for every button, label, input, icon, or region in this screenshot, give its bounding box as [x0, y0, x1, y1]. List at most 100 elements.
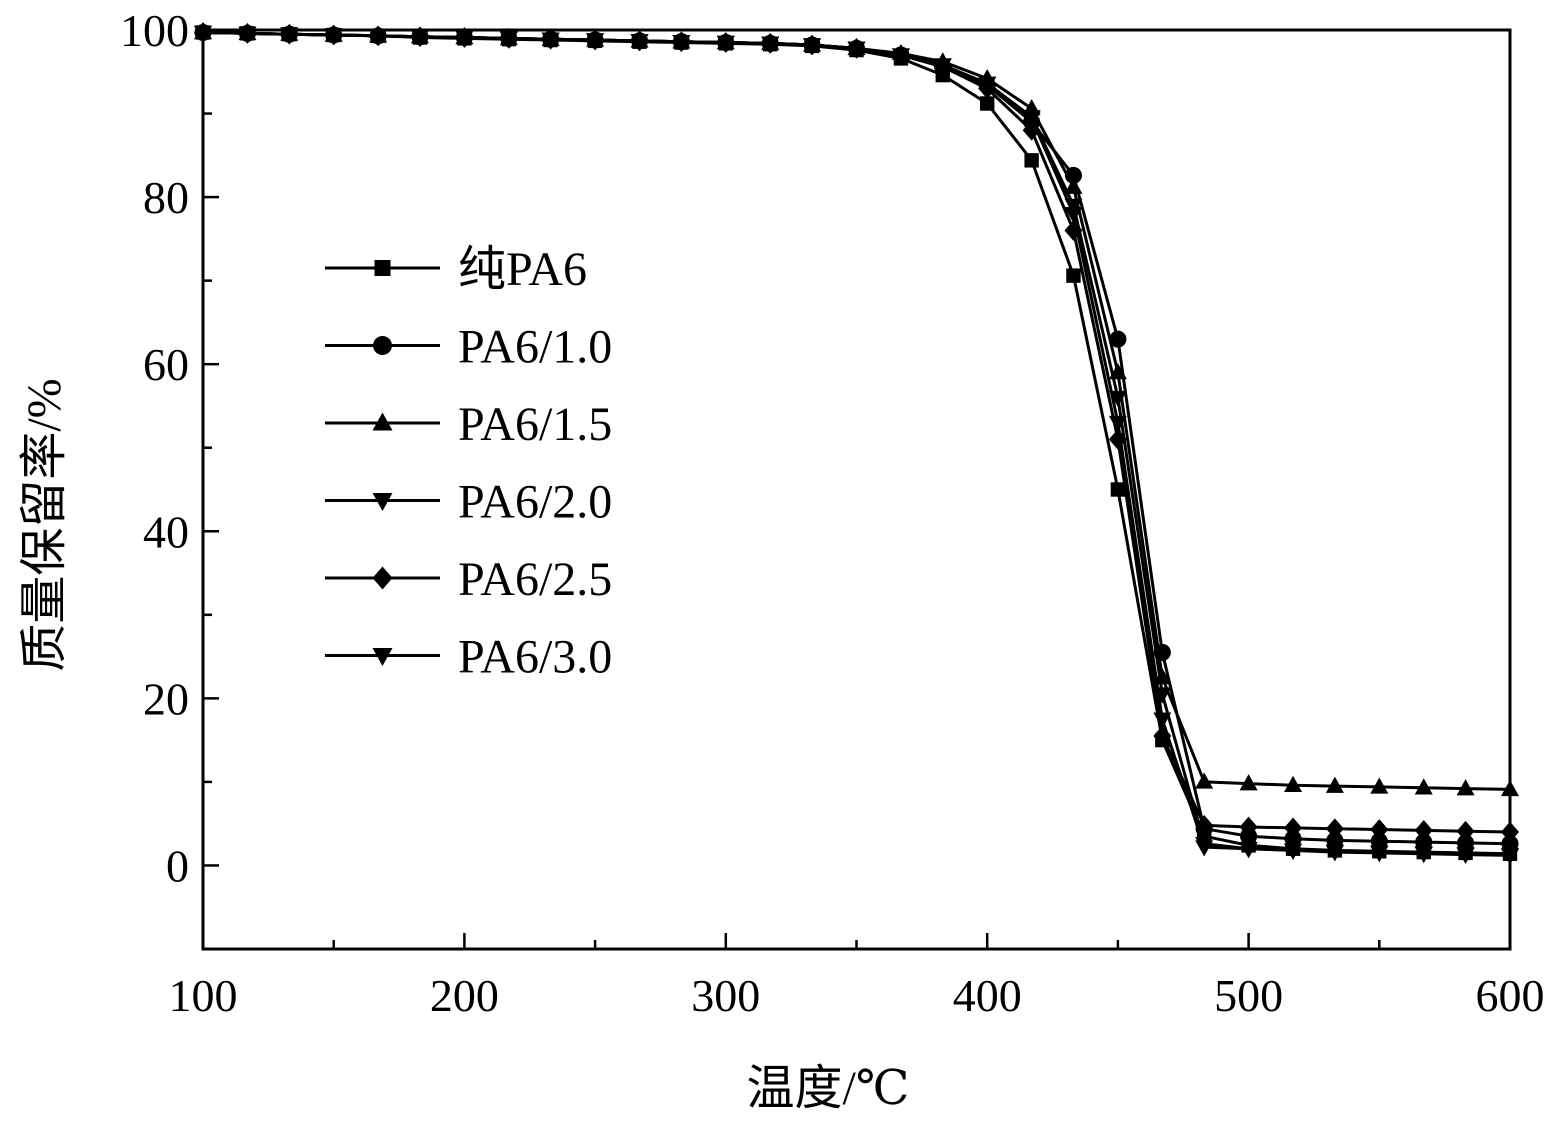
series-line: [202, 31, 1511, 857]
data-point: [1284, 830, 1302, 848]
series-line: [202, 31, 1511, 834]
data-point: [1325, 818, 1344, 840]
legend: 纯PA6 PA6/1.0 PA6/1.5 PA6/2.0 PA6/2.5 PA6/3.0: [325, 243, 612, 684]
y-tick-label: 80: [143, 172, 189, 223]
series-0: [195, 25, 1518, 861]
y-tick-label: 100: [120, 5, 189, 56]
series-4: [194, 22, 1519, 843]
legend-label: 纯PA6: [458, 243, 587, 296]
series-line: [202, 31, 1511, 857]
data-point: [1195, 840, 1214, 857]
series-5: [194, 25, 1519, 865]
data-point: [1414, 778, 1433, 795]
data-point: [1239, 841, 1258, 859]
data-point: [1153, 712, 1172, 729]
data-point: [1325, 844, 1344, 861]
data-point: [1456, 820, 1475, 842]
series-line: [202, 31, 1511, 846]
y-tick-label: 0: [166, 840, 189, 891]
data-point: [1414, 820, 1433, 841]
y-tick-label: 20: [143, 673, 189, 724]
legend-label: PA6/1.5: [458, 398, 612, 451]
data-point: [847, 41, 866, 58]
legend-marker: [372, 493, 393, 511]
legend-label: PA6/1.0: [458, 321, 612, 374]
data-point: [1284, 817, 1303, 839]
series-line: [202, 31, 1511, 856]
data-point: [499, 31, 518, 48]
data-point: [1022, 119, 1041, 141]
series-layer: [194, 22, 1519, 865]
data-point: [630, 34, 649, 51]
y-tick-label: 60: [143, 339, 189, 390]
x-tick-label: 400: [953, 970, 1022, 1021]
data-point: [1066, 268, 1081, 283]
data-point: [933, 58, 952, 75]
data-point: [803, 38, 822, 55]
data-point: [761, 36, 780, 53]
legend-label: PA6/2.5: [458, 553, 612, 606]
legend-label: PA6/2.0: [458, 476, 612, 529]
x-tick-label: 100: [169, 970, 238, 1021]
data-point: [1456, 847, 1475, 864]
data-point: [716, 35, 735, 52]
series-3: [194, 25, 1519, 865]
series-line: [202, 31, 1511, 791]
data-point: [1456, 779, 1475, 796]
data-point: [1024, 153, 1039, 168]
data-point: [1284, 843, 1303, 860]
data-point: [1325, 776, 1344, 793]
data-point: [1110, 482, 1126, 497]
data-point: [1414, 846, 1433, 863]
data-point: [1064, 177, 1083, 194]
legend-item: PA6/1.5: [325, 398, 612, 451]
data-point: [1022, 111, 1041, 129]
legend-item: PA6/3.0: [325, 631, 612, 684]
x-tick-label: 500: [1214, 970, 1283, 1021]
legend-marker: [372, 412, 393, 431]
legend-label: PA6/3.0: [458, 631, 612, 684]
data-point: [1284, 775, 1303, 793]
plot-frame: [201, 28, 1512, 951]
legend-marker: [374, 260, 391, 276]
data-point: [455, 30, 474, 47]
data-point: [1370, 845, 1389, 862]
legend-item: 纯PA6: [325, 243, 587, 296]
legend-marker: [372, 566, 393, 590]
data-point: [586, 33, 605, 50]
x-tick-label: 200: [430, 970, 499, 1021]
data-point: [1108, 415, 1127, 433]
data-point: [1109, 330, 1127, 348]
labels-layer: 100 200 300 400 500 600 0 20 40 60 80 100: [120, 5, 1545, 1021]
legend-item: PA6/2.5: [325, 553, 612, 606]
data-point: [891, 48, 910, 65]
series-1: [194, 23, 1519, 853]
x-tick-label: 600: [1476, 970, 1545, 1021]
legend-marker: [373, 336, 392, 355]
data-point: [1370, 777, 1389, 794]
legend-item: PA6/1.0: [325, 321, 612, 374]
series-2: [194, 23, 1519, 797]
data-point: [1195, 772, 1214, 789]
legend-item: PA6/2.0: [325, 476, 612, 529]
data-point: [1239, 816, 1258, 838]
data-point: [1239, 774, 1258, 791]
data-point: [410, 29, 429, 47]
y-axis-title: 质量保留率/%: [18, 378, 71, 671]
data-point: [369, 29, 388, 46]
data-point: [1064, 207, 1083, 224]
data-point: [1370, 819, 1389, 840]
x-tick-label: 300: [691, 970, 760, 1021]
data-point: [672, 34, 691, 52]
x-axis-title: 温度/℃: [746, 1062, 909, 1115]
data-point: [541, 32, 560, 49]
data-point: [324, 28, 343, 45]
ticks-layer: [201, 28, 1512, 951]
legend-marker: [372, 648, 393, 666]
data-point: [1153, 725, 1172, 747]
data-point: [980, 96, 995, 111]
data-point: [978, 76, 997, 93]
y-tick-label: 40: [143, 506, 189, 557]
